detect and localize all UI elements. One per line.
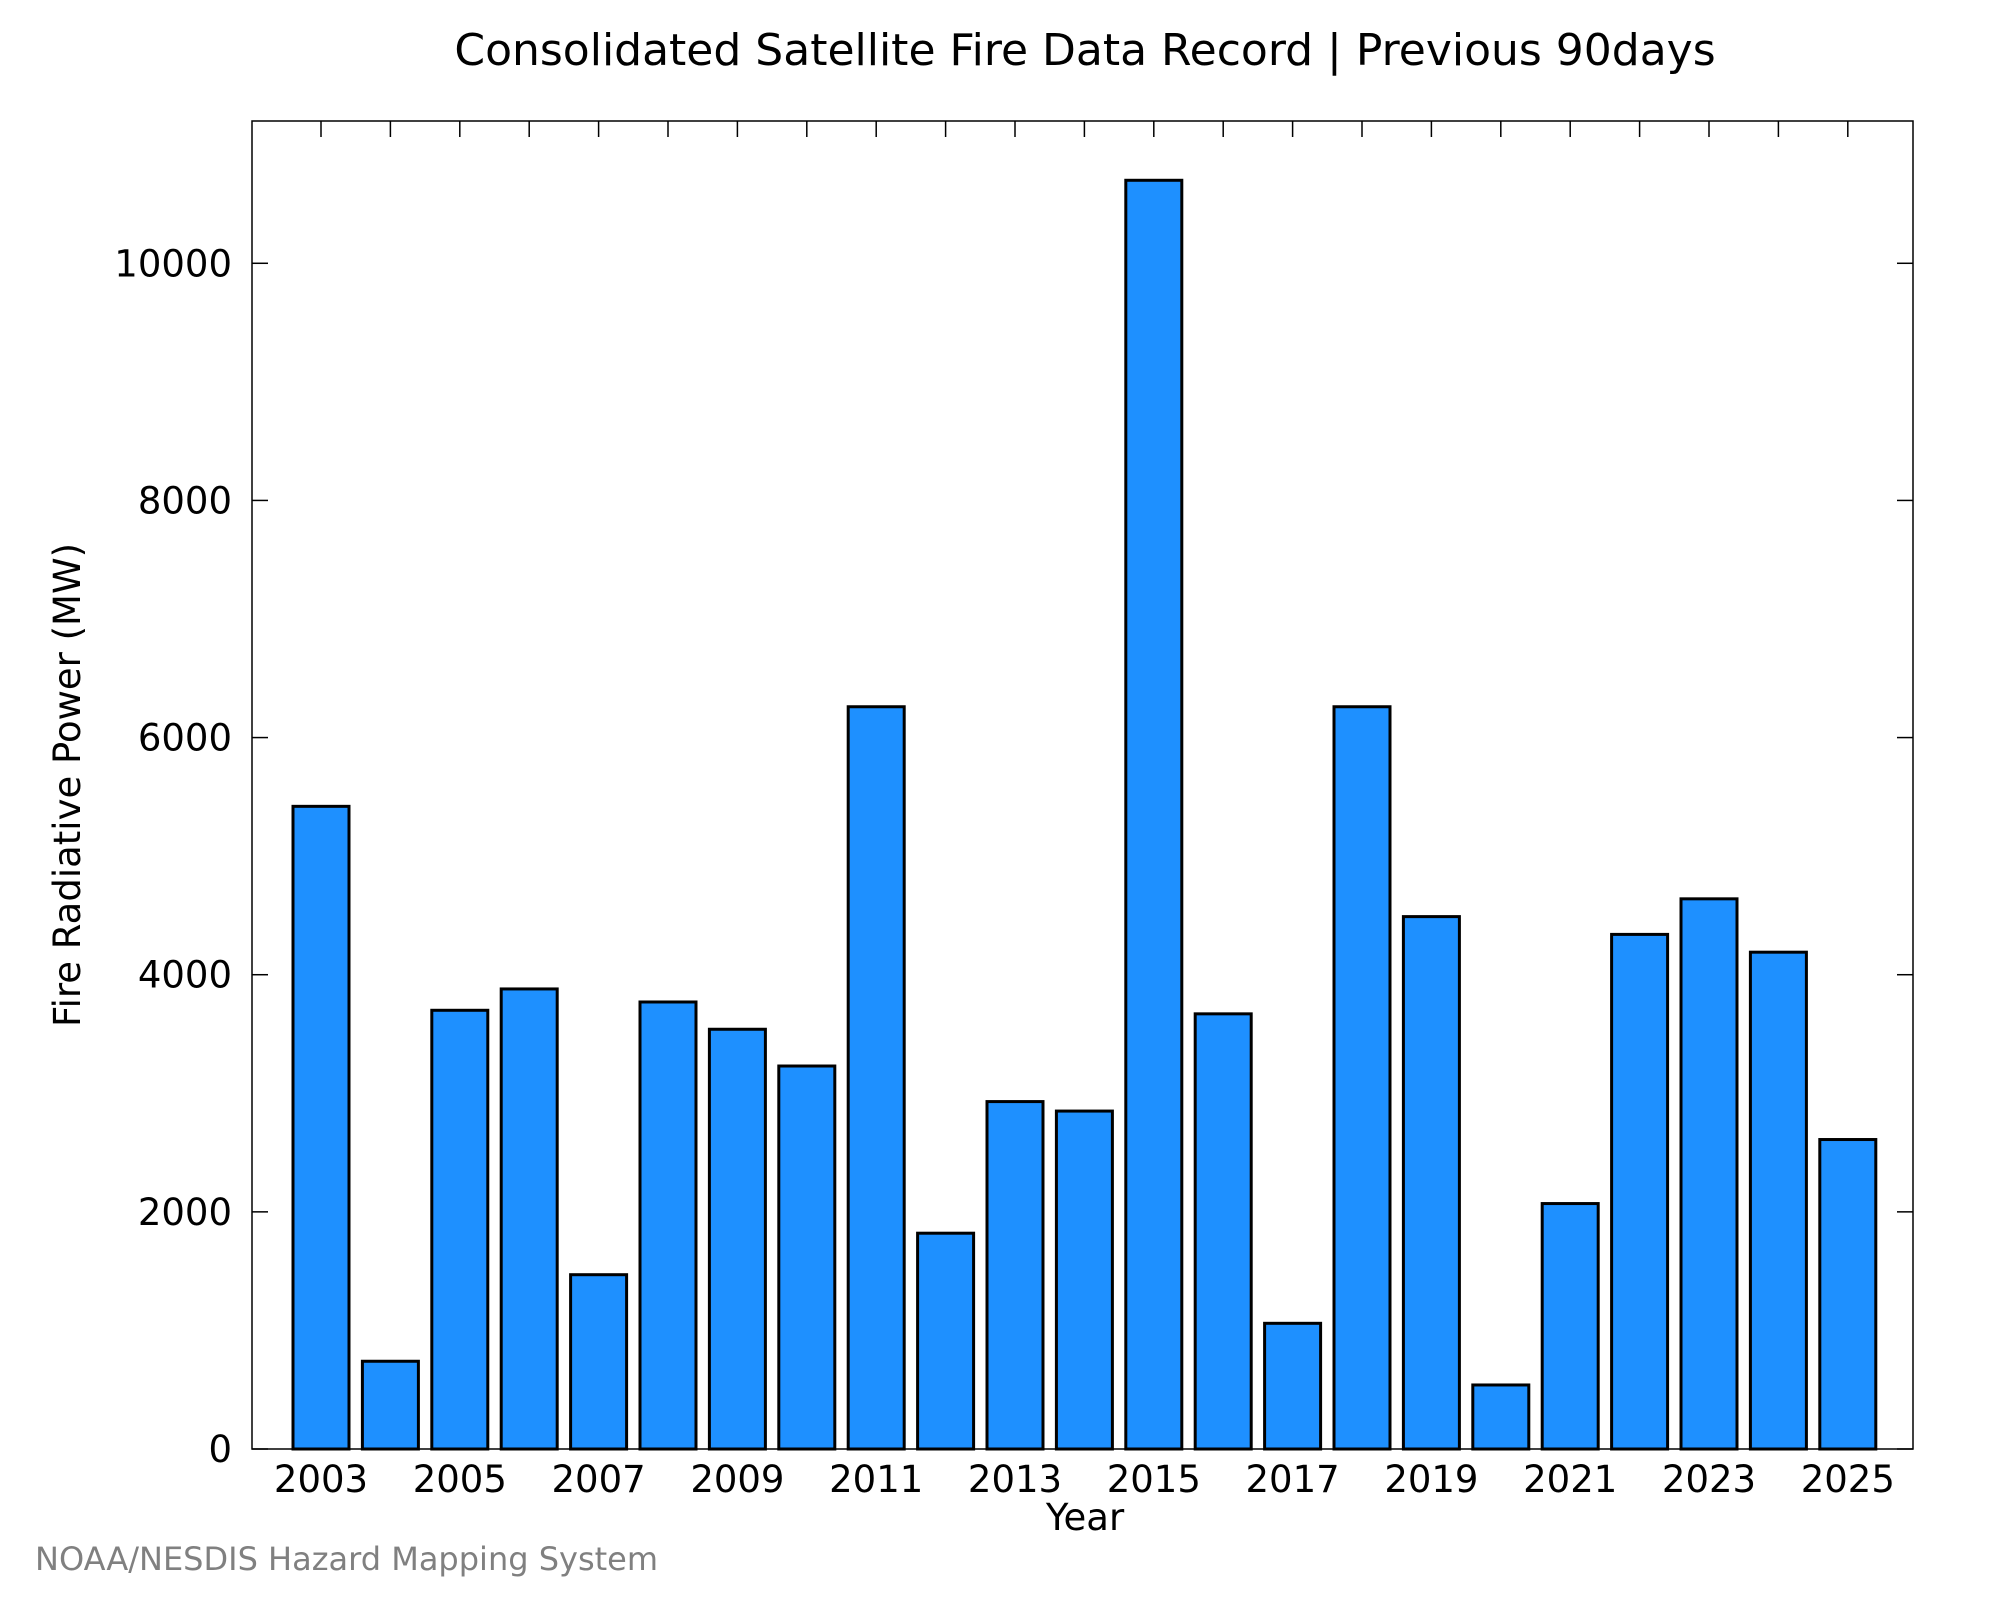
y-tick-label: 8000 xyxy=(138,479,232,522)
x-tick-label: 2009 xyxy=(690,1458,784,1501)
bar-2020 xyxy=(1471,1383,1531,1451)
bar-2017 xyxy=(1263,1321,1323,1451)
x-tick-label: 2025 xyxy=(1801,1458,1895,1501)
chart-title: Consolidated Satellite Fire Data Record … xyxy=(454,25,1715,76)
bar-2016 xyxy=(1193,1012,1253,1451)
y-tick-label: 2000 xyxy=(138,1191,232,1234)
bar-2015 xyxy=(1124,178,1184,1451)
bar-2011 xyxy=(846,705,906,1451)
bar-2009 xyxy=(707,1027,767,1451)
bar-2010 xyxy=(777,1064,837,1451)
x-tick-label: 2003 xyxy=(274,1458,368,1501)
x-tick-label: 2017 xyxy=(1246,1458,1340,1501)
x-axis-label: Year xyxy=(1045,1496,1125,1539)
credit-text: NOAA/NESDIS Hazard Mapping System xyxy=(35,1540,658,1578)
bar-2018 xyxy=(1332,705,1392,1451)
y-axis: 0 2000 4000 6000 8000 10000 xyxy=(114,242,1913,1471)
bar-2005 xyxy=(430,1008,490,1451)
x-tick-label: 2015 xyxy=(1107,1458,1201,1501)
bar-2012 xyxy=(916,1231,976,1451)
y-tick-label: 6000 xyxy=(138,717,232,760)
bar-2003 xyxy=(291,804,351,1451)
y-tick-label: 4000 xyxy=(138,954,232,997)
y-tick-label: 10000 xyxy=(114,242,232,285)
x-tick-label: 2021 xyxy=(1523,1458,1617,1501)
bar-2024 xyxy=(1748,950,1808,1451)
bar-2022 xyxy=(1610,932,1670,1451)
bar-2014 xyxy=(1054,1109,1114,1451)
bar-2007 xyxy=(569,1273,629,1451)
x-tick-label: 2005 xyxy=(413,1458,507,1501)
bar-2013 xyxy=(985,1100,1045,1451)
x-tick-label: 2011 xyxy=(829,1458,923,1501)
x-tick-label: 2023 xyxy=(1662,1458,1756,1501)
bar-series xyxy=(291,178,1878,1451)
bar-2004 xyxy=(360,1359,420,1451)
bar-2025 xyxy=(1818,1138,1878,1451)
bar-2008 xyxy=(638,1000,698,1451)
y-axis-label: Fire Radiative Power (MW) xyxy=(46,543,89,1027)
bar-2006 xyxy=(499,987,559,1451)
bar-2023 xyxy=(1679,897,1739,1451)
bar-2019 xyxy=(1401,915,1461,1451)
x-tick-label: 2007 xyxy=(552,1458,646,1501)
x-tick-label: 2019 xyxy=(1384,1458,1478,1501)
y-tick-label: 0 xyxy=(208,1428,232,1471)
bar-2021 xyxy=(1540,1202,1600,1451)
x-axis: 2003 2005 2007 2009 2011 2013 2015 2017 2019 2021… xyxy=(274,121,1895,1501)
x-tick-label: 2013 xyxy=(968,1458,1062,1501)
